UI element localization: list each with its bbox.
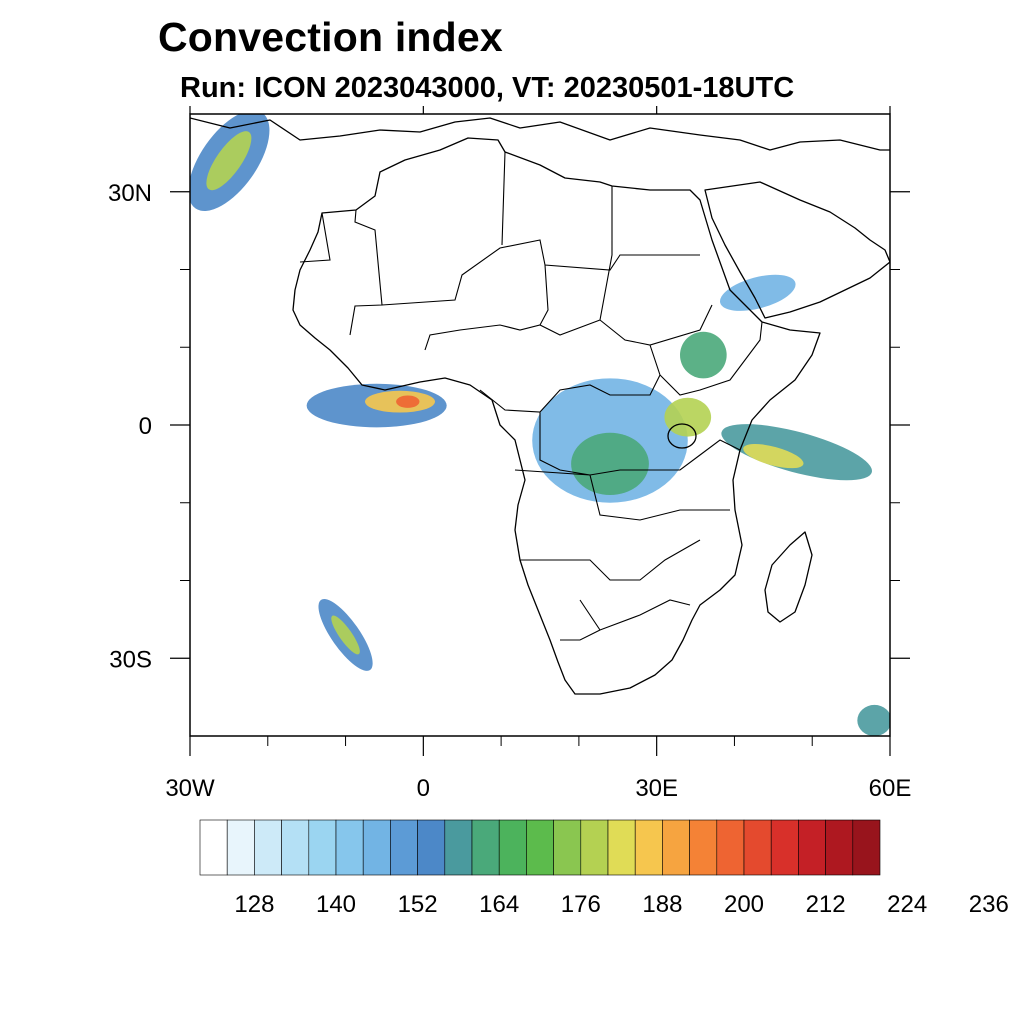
convection-cell (857, 704, 890, 736)
coastlines (190, 117, 890, 695)
colorbar-swatch (580, 819, 609, 876)
colorbar-swatch (254, 819, 282, 876)
colorbar-swatch (689, 819, 718, 876)
convection-cell (664, 397, 712, 437)
colorbar-label: 128 (234, 891, 274, 918)
colorbar-swatch (798, 819, 826, 876)
colorbar-label: 236 (969, 891, 1009, 918)
colorbar-swatch (471, 819, 500, 876)
colorbar-swatch (281, 819, 310, 876)
colorbar-swatch (362, 819, 391, 876)
colorbar-swatch (716, 819, 745, 876)
y-tick-label: 30N (108, 180, 152, 207)
colorbar-swatch (390, 819, 418, 876)
colorbar-label: 176 (561, 891, 601, 918)
colorbar-swatch (417, 819, 446, 876)
colorbar-swatch (526, 819, 554, 876)
colorbar-swatch (226, 819, 255, 876)
colorbar-swatch (662, 819, 690, 876)
colorbar-label: 164 (479, 891, 519, 918)
x-tick-label: 60E (869, 775, 912, 802)
convection-cell (743, 444, 804, 469)
colorbar-swatch (607, 819, 636, 876)
convection-cell (396, 395, 420, 408)
colorbar-swatch (498, 819, 527, 876)
convection-cell (721, 424, 872, 481)
colorbar-swatch (770, 819, 799, 876)
convection-cell (206, 131, 252, 191)
colorbar-label: 200 (724, 891, 764, 918)
convection-cell (719, 274, 796, 311)
y-tick-label: 0 (139, 413, 152, 440)
colorbar-swatch (852, 819, 881, 876)
x-tick-label: 30W (165, 775, 215, 802)
axis-ticks: 30W 0 30E 60E 30N 0 30S (108, 106, 911, 802)
convection-cell (571, 432, 649, 495)
colorbar-label: 140 (316, 891, 356, 918)
colorbar-swatch (743, 819, 772, 876)
x-tick-label: 0 (417, 775, 430, 802)
chart-subtitle: Run: ICON 2023043000, VT: 20230501-18UTC (180, 72, 795, 104)
colorbar-swatch (553, 819, 582, 876)
convection-cell (680, 331, 727, 379)
convection-shading (190, 114, 890, 736)
colorbar-label: 224 (887, 891, 927, 918)
x-tick-label: 30E (635, 775, 678, 802)
convection-cell (331, 615, 360, 655)
colorbar: 128 140 152 164 176 188 200 212 224 236 (199, 819, 1009, 918)
colorbar-label: 212 (806, 891, 846, 918)
colorbar-swatch (444, 819, 473, 876)
colorbar-swatch (634, 819, 663, 876)
colorbar-swatch (308, 819, 337, 876)
y-tick-label: 30S (109, 646, 152, 673)
colorbar-swatch (199, 819, 228, 876)
chart-title: Convection index (158, 14, 503, 60)
colorbar-swatch (335, 819, 364, 876)
colorbar-label: 188 (642, 891, 682, 918)
colorbar-swatch (825, 819, 854, 876)
colorbar-label: 152 (398, 891, 438, 918)
